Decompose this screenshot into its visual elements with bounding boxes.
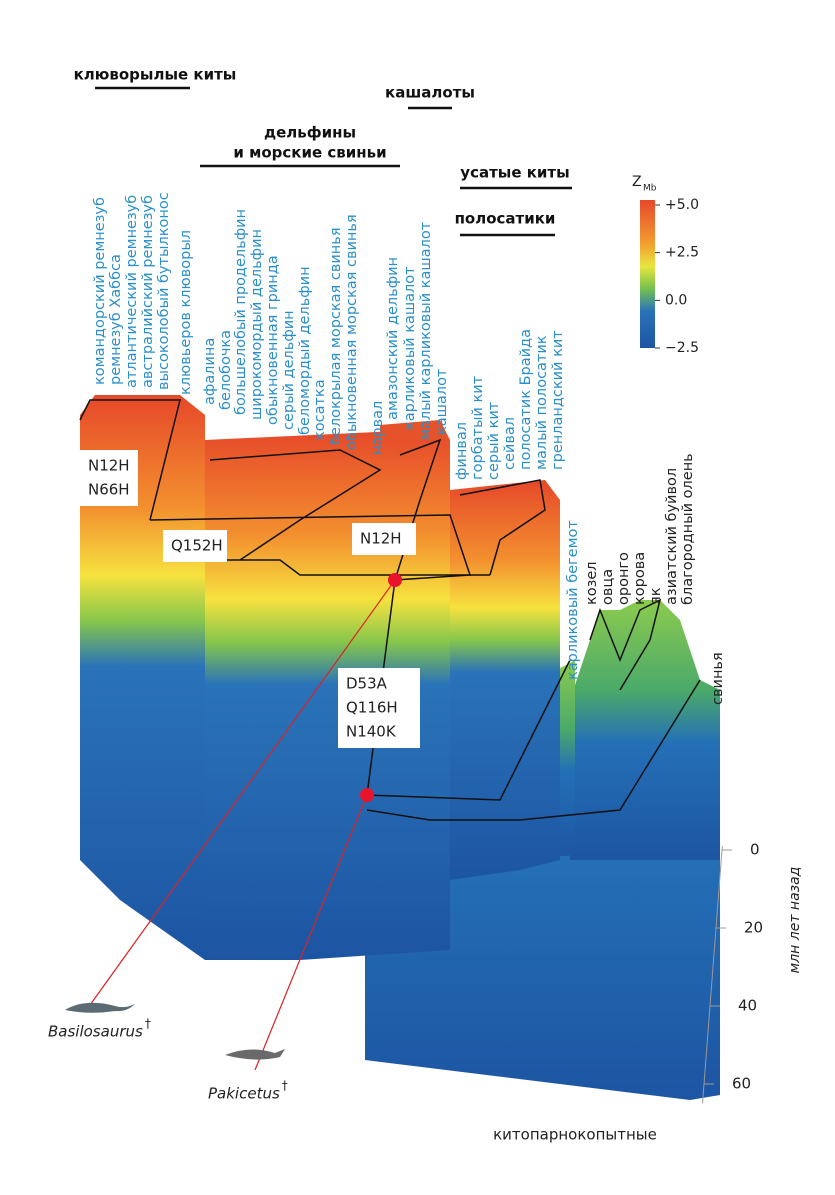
fossil-mark: † [282, 1079, 288, 1093]
species-label: кашалот [434, 368, 450, 435]
species-label: афалина [202, 338, 218, 405]
species-label: малый полосатик [534, 335, 550, 470]
species-label: козел [584, 561, 600, 605]
colorbar-symbol: Z [632, 174, 642, 190]
time-axis [702, 846, 723, 1104]
group-label: усатые киты [460, 164, 569, 182]
species-label: беломордый дельфин [297, 266, 313, 435]
fossil-label: Basilosaurus [48, 1023, 143, 1041]
colorbar-tick-label: −2.5 [665, 340, 699, 356]
species-label: малый карликовый кашалот [418, 221, 434, 440]
species-label: нарвал [370, 401, 386, 455]
colorbar-gradient [640, 200, 655, 348]
time-tick-label: 0 [750, 841, 760, 859]
species-label: клювьеров клюворыл [178, 230, 194, 395]
species-label: белокрылая морская свинья [328, 227, 344, 445]
species-label: австралийский ремнезуб [140, 195, 156, 388]
mutation-label: Q152H [171, 537, 223, 555]
species-label: широкомордый дельфин [249, 229, 265, 420]
species-label: косатка [312, 379, 328, 440]
species-label: белобочка [218, 330, 234, 410]
colorbar: Z Mb +5.0 +2.5 0.0 −2.5 [632, 174, 699, 356]
group-label: полосатики [455, 210, 556, 228]
mutation-box [80, 450, 138, 506]
species-label: овца [600, 569, 616, 605]
mutation-box [338, 668, 420, 748]
mutation-label: N66H [88, 481, 130, 499]
species-label: ремнезуб Хаббса [108, 254, 124, 385]
group-label: дельфины [264, 124, 356, 142]
group-label: кашалоты [385, 84, 475, 102]
species-label: серый кит [486, 401, 502, 480]
species-label: оронго [616, 552, 632, 605]
species-label: горбатый кит [470, 375, 486, 480]
colorbar-subscript: Mb [643, 184, 657, 194]
species-label: обыкновенная гринда [265, 255, 281, 425]
colorbar-tick-label: +2.5 [665, 245, 699, 261]
time-tick-label: 60 [732, 1075, 751, 1093]
mutation-box [163, 530, 227, 562]
mutation-label: N12H [360, 530, 402, 548]
colorbar-tick-label: 0.0 [665, 292, 687, 308]
species-label: корова [632, 552, 648, 605]
species-label: высоколобый бутылконос [156, 192, 172, 390]
time-axis-label: млн лет назад [787, 867, 803, 974]
species-label: финвал [454, 422, 470, 480]
tree-body [65, 395, 720, 1100]
species-label: сейвал [502, 417, 518, 470]
mutation-label: Q116H [346, 699, 398, 717]
species-label: як [648, 587, 664, 605]
time-tick-label: 20 [744, 919, 763, 937]
mutation-label: N140K [346, 723, 397, 741]
colorbar-tick-label: +5.0 [665, 197, 699, 213]
species-label: благородный олень [680, 453, 696, 605]
species-label: гренландский кит [550, 330, 566, 470]
species-label: большелобый продельфин [233, 209, 249, 415]
group-label: и морские свиньи [233, 144, 386, 162]
mutation-box [352, 523, 416, 555]
species-label: амазонский дельфин [385, 257, 401, 420]
group-label: клюворылые киты [74, 66, 237, 84]
species-label: командорский ремнезуб [92, 197, 108, 385]
species-label: атлантический ремнезуб [124, 195, 140, 388]
fossil-mark: † [145, 1017, 151, 1031]
species-label: полосатик Брайда [518, 329, 534, 470]
species-label: свинья [710, 652, 726, 705]
species-label: азиатский буйвол [664, 468, 680, 605]
time-tick-label: 40 [738, 997, 757, 1015]
mutation-label: D53A [346, 675, 388, 693]
species-label: карликовый кашалот [402, 266, 418, 430]
fossil-label: Pakicetus [208, 1085, 280, 1103]
species-label: серый дельфин [281, 310, 297, 430]
mutation-label: N12H [88, 457, 130, 475]
species-label: обыкновенная морская свинья [344, 214, 360, 450]
species-label: карликовый бегемот [565, 520, 581, 680]
footer-label: китопарнокопытные [493, 1126, 657, 1144]
